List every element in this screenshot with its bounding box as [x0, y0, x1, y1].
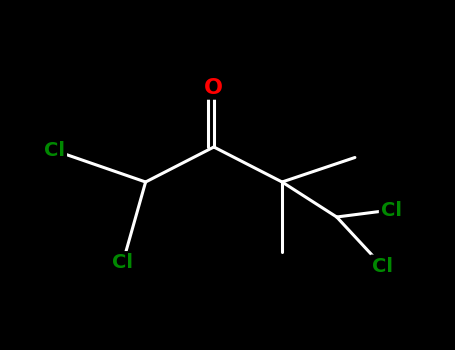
Text: Cl: Cl [381, 201, 402, 219]
Text: Cl: Cl [112, 253, 133, 272]
Text: O: O [204, 77, 223, 98]
Text: Cl: Cl [44, 141, 65, 160]
Text: Cl: Cl [372, 257, 393, 275]
